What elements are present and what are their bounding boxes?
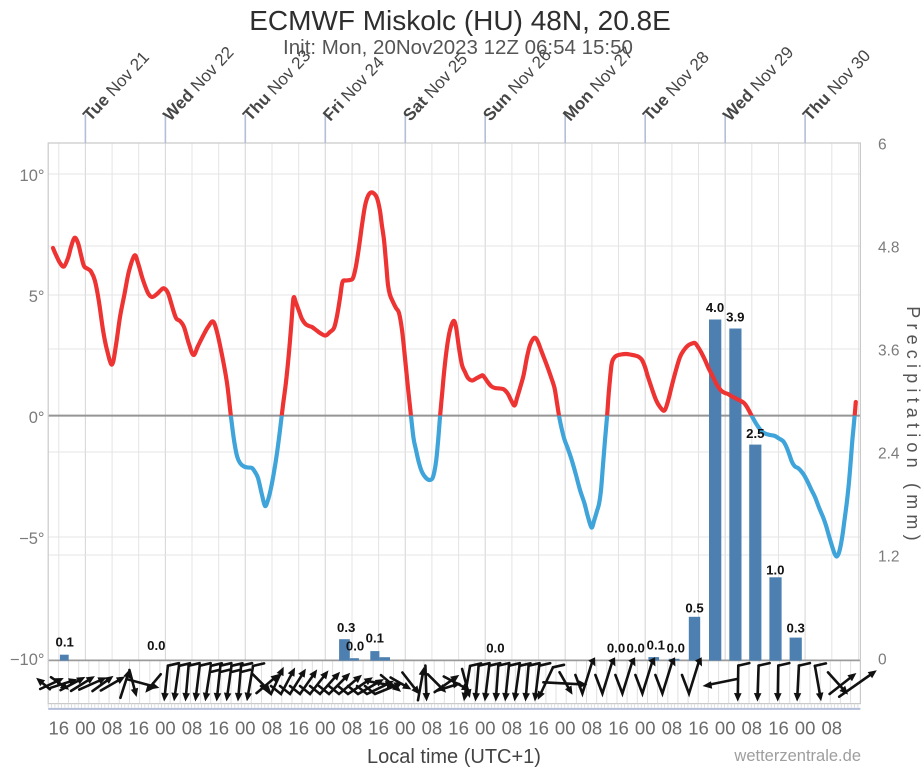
svg-text:08: 08 bbox=[502, 718, 523, 739]
svg-text:08: 08 bbox=[182, 718, 203, 739]
svg-text:16: 16 bbox=[768, 718, 789, 739]
svg-text:08: 08 bbox=[582, 718, 603, 739]
svg-text:0.0: 0.0 bbox=[486, 641, 504, 656]
svg-text:−5°: −5° bbox=[19, 530, 44, 548]
svg-text:0.1: 0.1 bbox=[366, 630, 384, 645]
svg-text:00: 00 bbox=[155, 718, 176, 739]
svg-text:1.0: 1.0 bbox=[766, 563, 784, 578]
svg-text:0.0: 0.0 bbox=[627, 640, 645, 655]
svg-text:00: 00 bbox=[635, 718, 656, 739]
svg-text:00: 00 bbox=[715, 718, 736, 739]
svg-text:Precipitation (mm): Precipitation (mm) bbox=[903, 306, 921, 546]
svg-text:08: 08 bbox=[662, 718, 683, 739]
svg-text:16: 16 bbox=[208, 718, 229, 739]
svg-text:0.3: 0.3 bbox=[787, 621, 805, 636]
svg-text:08: 08 bbox=[742, 718, 763, 739]
svg-text:0.5: 0.5 bbox=[685, 601, 703, 616]
svg-text:08: 08 bbox=[262, 718, 283, 739]
svg-text:Local time (UTC+1): Local time (UTC+1) bbox=[367, 746, 541, 768]
svg-text:wetterzentrale.de: wetterzentrale.de bbox=[733, 747, 861, 765]
svg-text:3.6: 3.6 bbox=[878, 343, 900, 360]
svg-text:2.5: 2.5 bbox=[746, 426, 764, 441]
svg-text:4.8: 4.8 bbox=[878, 240, 900, 257]
svg-text:0: 0 bbox=[878, 652, 887, 669]
svg-text:4.0: 4.0 bbox=[706, 300, 724, 315]
svg-text:0.1: 0.1 bbox=[56, 635, 74, 650]
svg-text:00: 00 bbox=[555, 718, 576, 739]
svg-text:00: 00 bbox=[395, 718, 416, 739]
svg-text:5°: 5° bbox=[29, 288, 45, 306]
svg-text:08: 08 bbox=[102, 718, 123, 739]
svg-text:16: 16 bbox=[49, 718, 70, 739]
svg-text:08: 08 bbox=[422, 718, 443, 739]
svg-text:0.0: 0.0 bbox=[346, 638, 364, 653]
svg-text:00: 00 bbox=[75, 718, 96, 739]
svg-text:10°: 10° bbox=[20, 167, 45, 185]
svg-text:0°: 0° bbox=[29, 409, 45, 427]
svg-text:0.1: 0.1 bbox=[647, 638, 665, 653]
svg-text:1.2: 1.2 bbox=[878, 549, 900, 566]
svg-text:3.9: 3.9 bbox=[726, 310, 744, 325]
svg-text:16: 16 bbox=[288, 718, 309, 739]
svg-text:−10°: −10° bbox=[10, 651, 45, 669]
svg-text:16: 16 bbox=[608, 718, 629, 739]
svg-text:0.0: 0.0 bbox=[667, 640, 685, 655]
svg-text:16: 16 bbox=[128, 718, 149, 739]
svg-text:08: 08 bbox=[822, 718, 843, 739]
svg-text:08: 08 bbox=[342, 718, 363, 739]
svg-text:00: 00 bbox=[795, 718, 816, 739]
svg-text:0.3: 0.3 bbox=[337, 620, 355, 635]
svg-text:0.0: 0.0 bbox=[147, 638, 165, 653]
svg-text:00: 00 bbox=[475, 718, 496, 739]
svg-text:16: 16 bbox=[528, 718, 549, 739]
svg-text:00: 00 bbox=[235, 718, 256, 739]
svg-text:00: 00 bbox=[315, 718, 336, 739]
svg-text:Init: Mon, 20Nov2023 12Z 06:54: Init: Mon, 20Nov2023 12Z 06:54 15:50 bbox=[283, 36, 633, 59]
svg-text:6: 6 bbox=[878, 137, 887, 154]
svg-text:0.0: 0.0 bbox=[607, 640, 625, 655]
svg-text:16: 16 bbox=[688, 718, 709, 739]
svg-text:16: 16 bbox=[368, 718, 389, 739]
svg-text:ECMWF Miskolc (HU) 48N, 20.8E: ECMWF Miskolc (HU) 48N, 20.8E bbox=[249, 5, 671, 36]
svg-text:2.4: 2.4 bbox=[878, 446, 900, 463]
svg-text:16: 16 bbox=[448, 718, 469, 739]
